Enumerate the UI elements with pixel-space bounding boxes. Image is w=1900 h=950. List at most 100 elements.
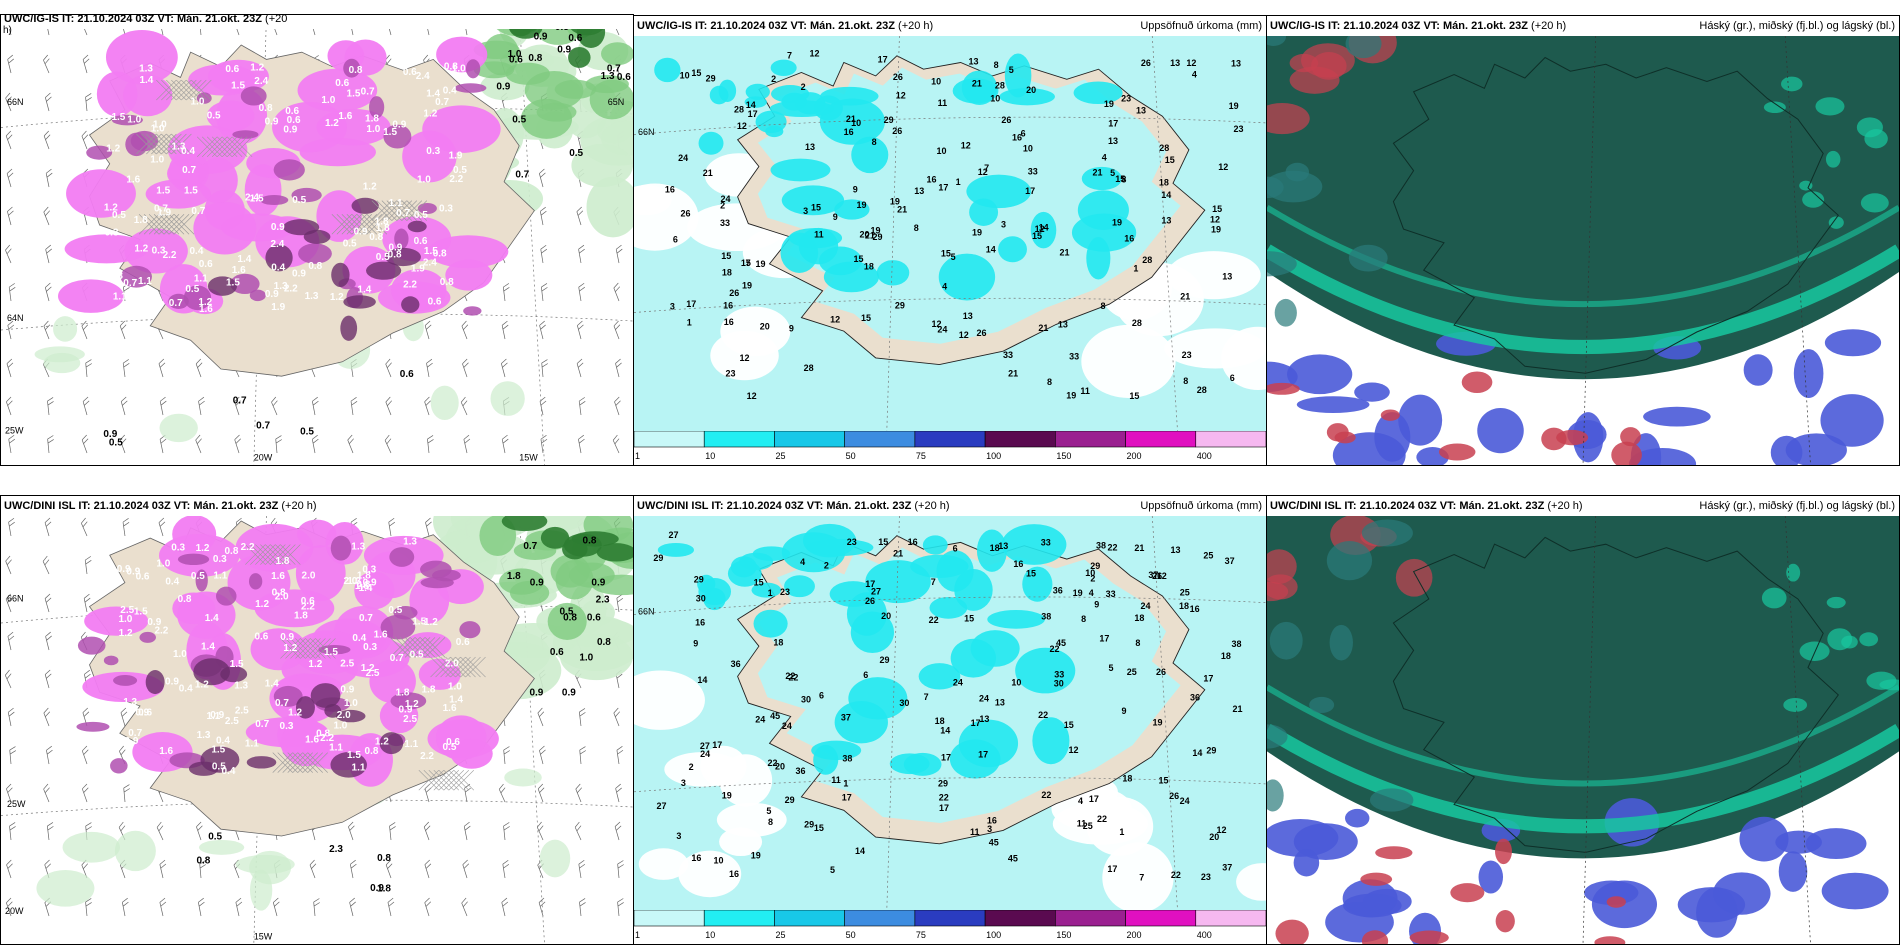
precip-value: 10 (937, 146, 947, 156)
cloud-band (1828, 216, 1844, 229)
colorbar-tick-label: 150 (1056, 451, 1071, 461)
precip-value: 26 (1169, 791, 1179, 801)
cloud-band (1269, 621, 1303, 660)
wind-barb (502, 283, 510, 302)
precip-value: 9 (789, 324, 794, 334)
precip-area (771, 85, 810, 103)
precip-value: 16 (926, 175, 936, 185)
wind-barb (540, 435, 548, 454)
snow-value: 1.0 (156, 558, 170, 569)
snow-value: 1.5 (226, 277, 240, 288)
precip-value: 14 (697, 675, 707, 685)
rain-value: 0.7 (523, 541, 537, 552)
snow-value: 2.0 (343, 576, 357, 587)
cloud-band (1267, 251, 1297, 277)
precip-area (922, 535, 948, 555)
grid-label: 66N (7, 97, 24, 107)
panel-subtitle: Háský (gr.), miðský (fj.bl.) og lágský (… (1699, 20, 1895, 32)
precip-value: 22 (788, 673, 798, 683)
precip-value: 33 (1003, 350, 1013, 360)
panel-subtitle: Uppsöfnuð úrkoma (mm) (1140, 500, 1262, 512)
wind-barb (44, 593, 52, 613)
precip-value: 13 (1222, 271, 1232, 281)
precip-value: 22 (1041, 790, 1051, 800)
wind-barb (46, 822, 54, 841)
precip-value: 16 (724, 317, 734, 327)
precip-area (819, 98, 885, 145)
wind-barb (122, 897, 129, 917)
precip-value: 8 (914, 223, 919, 233)
wind-barb (43, 707, 51, 727)
wind-barb (539, 206, 547, 226)
snow-value: 0.4 (179, 684, 193, 695)
cloud-band (1786, 563, 1801, 582)
snow-value: 1.2 (288, 707, 302, 718)
cloud-band (1826, 596, 1846, 609)
snow-value: 0.5 (212, 761, 226, 772)
snow-value: 1.0 (417, 175, 431, 186)
precip-value: 12 (961, 140, 971, 150)
precip-area (823, 261, 879, 293)
panel-title: UWC/IG-IS IT: 21.10.2024 03Z (637, 20, 788, 32)
precip-value: 36 (731, 659, 741, 669)
precip-value: 24 (1140, 601, 1150, 611)
grid-label: 20W (254, 453, 273, 463)
precip-value: 12 (1035, 224, 1045, 234)
snow-value: 0.7 (390, 653, 404, 664)
precip-value: 19 (755, 259, 765, 269)
precip-value: 15 (1064, 720, 1074, 730)
snow-value: 1.3 (274, 281, 288, 292)
precip-value: 16 (1190, 604, 1200, 614)
snow-area (394, 228, 409, 250)
precip-value: 28 (1142, 255, 1152, 265)
panel-title: UWC/IG-IS IT: 21.10.2024 03Z (4, 14, 155, 25)
snow-map: 1.6 1.2 1.3 1.1 1.5 0.9 1.0 0.8 2.5 0.6 0.4 0.5 1.4 0… (1, 516, 633, 944)
precip-value: 15 (741, 258, 751, 268)
rain-value: 0.7 (233, 395, 247, 406)
precip-value: 12 (1157, 571, 1167, 581)
precip-area (781, 185, 845, 216)
rain-value: 1.0 (579, 652, 593, 663)
rain-value: 0.9 (103, 429, 117, 440)
snow-value: 1.3 (197, 730, 211, 741)
grid-label: 66N (638, 607, 655, 617)
wind-barb (4, 669, 12, 689)
dry-area (638, 848, 689, 880)
wind-barb (540, 244, 548, 264)
snow-area (409, 577, 450, 624)
snow-area (463, 306, 482, 316)
wind-barb (82, 396, 90, 416)
snow-value: 0.9 (165, 676, 179, 687)
snow-value: 1.5 (211, 745, 225, 756)
wind-barb (5, 92, 12, 112)
precip-value: 4 (1078, 796, 1083, 806)
snow-area (369, 96, 385, 119)
precip-value: 5 (1110, 168, 1115, 178)
snow-area (183, 285, 212, 311)
rain-area (490, 381, 525, 416)
wind-barb (198, 897, 205, 917)
snow-area (193, 201, 257, 255)
precip-value: 8 (1081, 614, 1086, 624)
wind-barb (613, 707, 621, 727)
precip-value: 28 (1159, 143, 1169, 153)
precip-value: 29 (694, 574, 704, 584)
precip-value: 45 (1008, 853, 1018, 863)
wind-barb (81, 783, 89, 803)
graticule (634, 516, 1266, 910)
snow-value: 1.8 (294, 610, 308, 621)
precip-value: 17 (1099, 633, 1109, 643)
precip-value: 15 (1129, 391, 1139, 401)
snow-value: 1.0 (448, 681, 462, 692)
snow-value: 0.9 (117, 564, 131, 575)
precip-value: 21 (1180, 292, 1190, 302)
grid-label: 66N (7, 594, 24, 604)
precip-value: 36 (1190, 693, 1200, 703)
snow-value: 0.7 (361, 86, 375, 97)
panel-valid-time: VT: Mán. 21.okt. 23Z (173, 500, 279, 512)
precip-value: 37 (1222, 862, 1232, 872)
snow-value: 0.6 (285, 106, 299, 117)
rain-value: 0.9 (534, 31, 548, 42)
dry-area (1166, 251, 1261, 300)
panel-title: UWC/IG-IS IT: 21.10.2024 03Z (1270, 20, 1421, 32)
